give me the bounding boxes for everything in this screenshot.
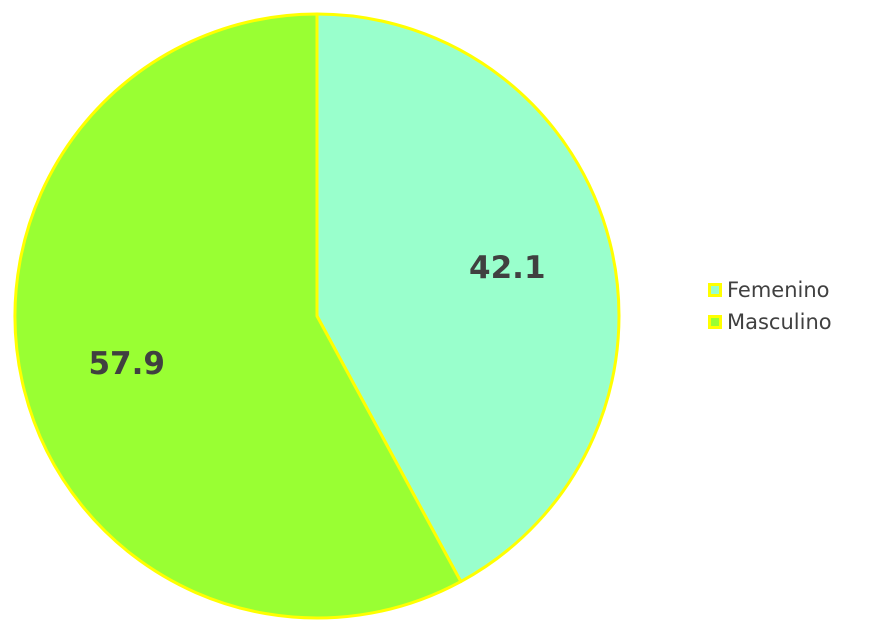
legend: Femenino Masculino	[708, 276, 832, 340]
legend-label-femenino: Femenino	[727, 278, 830, 302]
data-label-masculino: 57.9	[88, 346, 165, 382]
legend-item-masculino: Masculino	[708, 308, 832, 336]
data-label-femenino: 42.1	[469, 250, 546, 286]
legend-swatch-masculino	[708, 315, 722, 329]
pie-slice-masculino	[13, 12, 463, 620]
legend-label-masculino: Masculino	[727, 310, 832, 334]
legend-swatch-femenino	[708, 283, 722, 297]
legend-item-femenino: Femenino	[708, 276, 832, 304]
pie-slice-femenino	[315, 12, 621, 584]
